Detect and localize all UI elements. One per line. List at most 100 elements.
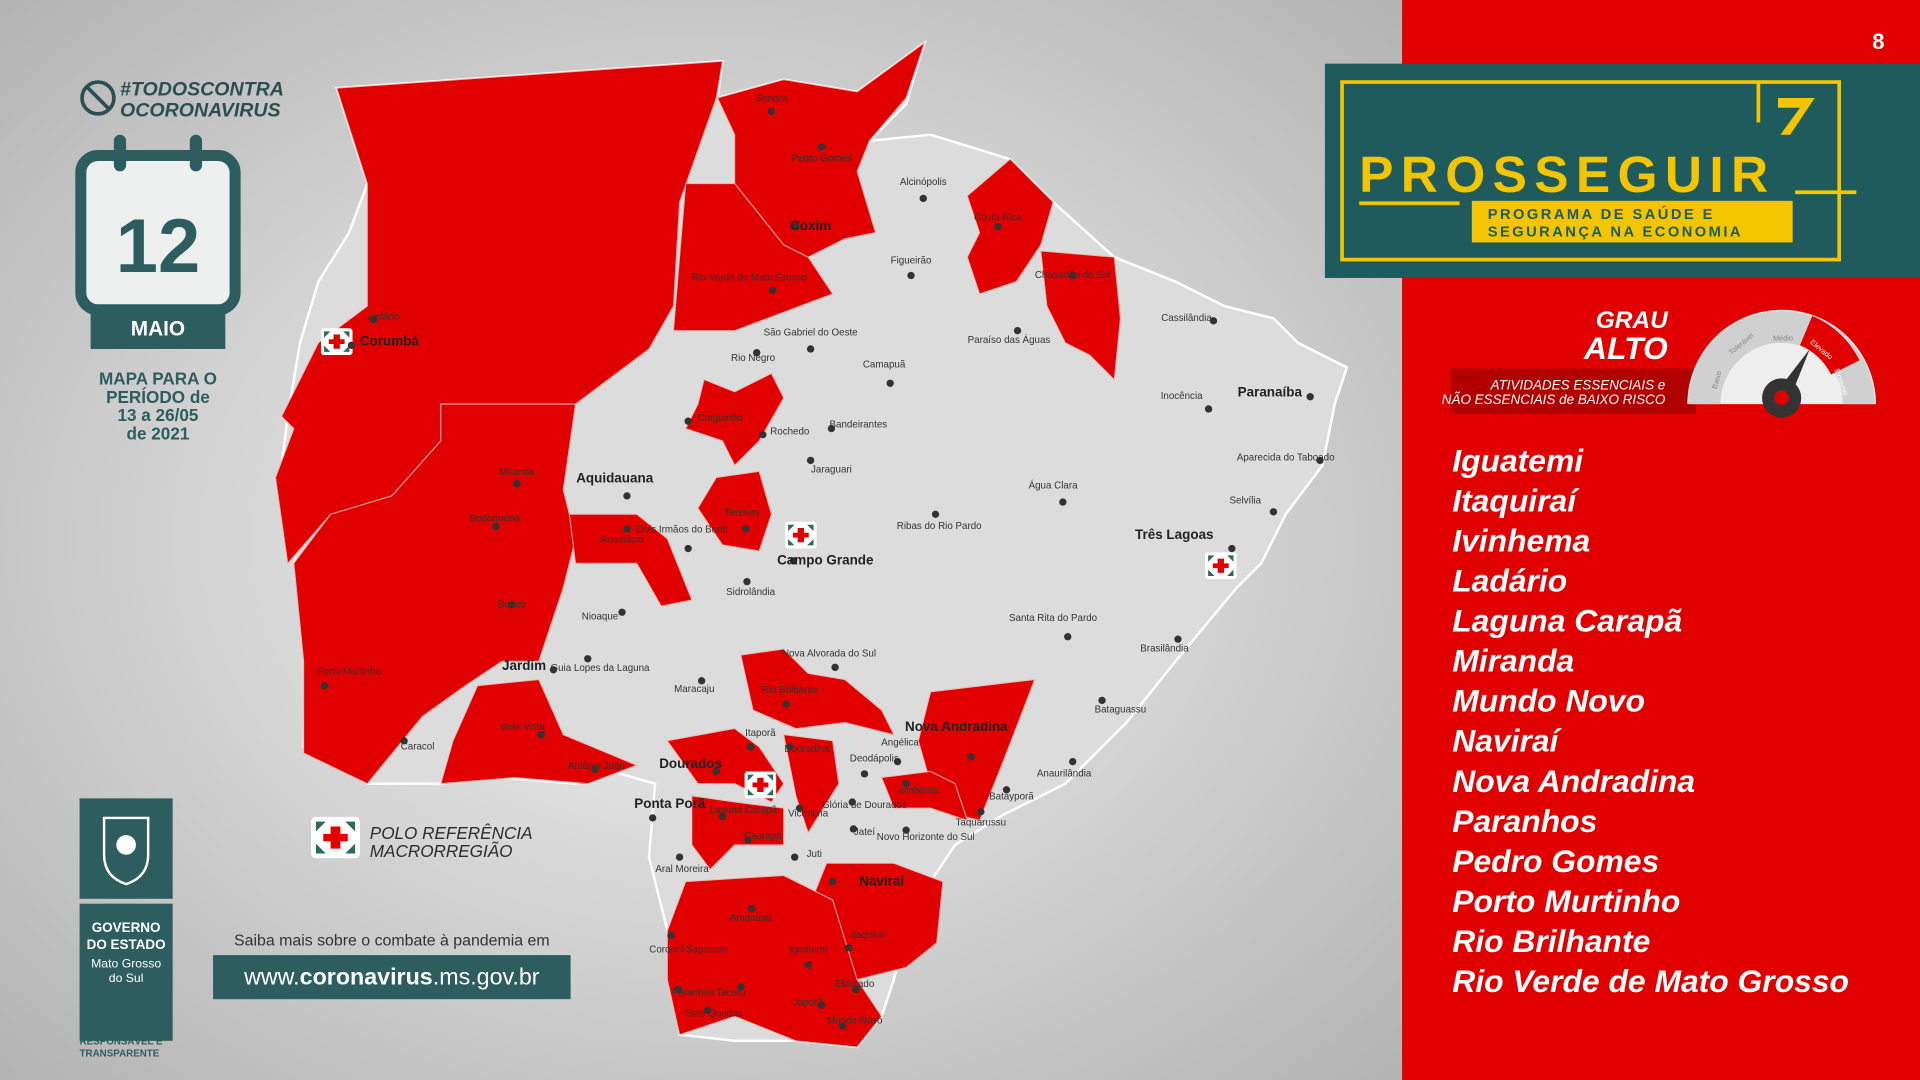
city-label: Rio Negro — [731, 353, 776, 364]
city-label: Alcinópolis — [900, 177, 947, 188]
gov-line: DO ESTADO — [87, 937, 166, 952]
city-dot — [827, 424, 836, 433]
program-subtitle: PROGRAMA DE SAÚDE E — [1488, 205, 1715, 223]
city-list-item: Ivinhema — [1452, 523, 1590, 559]
city-dot — [347, 341, 356, 349]
city-dot — [537, 731, 545, 739]
city-dot — [759, 431, 767, 439]
page-number: 8 — [1872, 29, 1884, 54]
city-label: Paraíso das Águas — [968, 335, 1051, 346]
city-label: Amambai — [730, 913, 771, 924]
city-label: Inocência — [1161, 391, 1203, 402]
hashtag-line: OCORONAVIRUS — [120, 99, 281, 121]
city-label: Corumbá — [360, 333, 420, 348]
activities-line: NÃO ESSENCIAIS de BAIXO RISCO — [1442, 392, 1666, 407]
level-label: GRAU — [1596, 307, 1669, 334]
period-line: de 2021 — [127, 424, 190, 444]
city-dot — [1316, 456, 1324, 465]
city-dot — [712, 767, 720, 776]
city-label: Aquidauana — [576, 470, 654, 485]
city-label: Santa Rita do Pardo — [1009, 613, 1098, 624]
region — [691, 795, 785, 871]
city-label: São Gabriel do Oeste — [764, 328, 858, 339]
city-dot — [792, 222, 800, 231]
period-line: 13 a 26/05 — [117, 405, 198, 425]
city-label: Mundo Novo — [827, 1016, 883, 1027]
gov-line: GOVERNO — [92, 920, 161, 935]
city-label: Ivinhema — [899, 785, 939, 796]
city-dot — [697, 677, 706, 685]
polo-marker — [1204, 552, 1237, 580]
city-label: Aral Moreira — [655, 864, 709, 875]
activities-line: ATIVIDADES ESSENCIAIS e — [1490, 377, 1666, 392]
city-dot — [704, 1006, 712, 1014]
city-label: Coxim — [790, 218, 831, 233]
city-list-item: Naviraí — [1452, 723, 1562, 759]
city-label: Brasilândia — [1140, 643, 1189, 654]
city-dot — [674, 985, 683, 994]
city-dot — [977, 808, 985, 816]
city-label: Jateí — [854, 827, 875, 838]
city-dot — [789, 557, 798, 565]
slogan-line: PRESENTE, — [80, 1024, 136, 1035]
city-label: Ladário — [367, 312, 400, 323]
city-label: Cassilândia — [1161, 313, 1212, 324]
city-dot — [804, 961, 812, 969]
date-day: 12 — [116, 204, 200, 289]
city-label: Angélica — [881, 738, 919, 749]
city-label: Anaurilândia — [1037, 768, 1092, 779]
city-dot — [549, 666, 558, 674]
city-dot — [782, 700, 790, 708]
slogan-line: GOVERNO — [80, 1012, 130, 1023]
city-dot — [753, 348, 761, 357]
city-dot — [508, 601, 516, 609]
city-dot — [623, 525, 631, 533]
city-dot — [1059, 498, 1067, 506]
city-dot — [967, 753, 975, 761]
region — [740, 648, 895, 736]
city-label: Corguinho — [697, 413, 743, 424]
city-label: Maracaju — [674, 684, 714, 695]
gauge-label: Médio — [1773, 333, 1793, 342]
region — [966, 158, 1054, 295]
legend-line: POLO REFERÊNCIA — [370, 823, 533, 843]
city-label: Bela Vista — [501, 722, 545, 733]
city-list-item: Nova Andradina — [1452, 763, 1695, 799]
gov-line: Mato Grosso — [91, 956, 161, 970]
program-box: PROSSEGUIR PROGRAMA DE SAÚDE E SEGURANÇA… — [1324, 63, 1920, 278]
city-dot — [902, 780, 910, 788]
city-label: Caarapó — [744, 831, 782, 842]
city-label: Selvília — [1230, 495, 1262, 506]
city-label: Paranhos — [672, 988, 714, 999]
city-label: Bataguassu — [1095, 705, 1147, 716]
city-dot — [744, 836, 752, 844]
city-label: Batayporã — [989, 792, 1034, 803]
city-dot — [400, 737, 408, 745]
city-label: Caracol — [401, 741, 435, 752]
city-dot — [886, 379, 894, 387]
region — [568, 513, 693, 607]
city-label: Juti — [807, 849, 822, 860]
calendar: 12 MAIO — [75, 134, 241, 349]
city-dot — [931, 510, 940, 518]
city-dot — [675, 853, 684, 861]
level-value: ALTO — [1583, 330, 1668, 366]
level: GRAU ALTO ATIVIDADES ESSENCIAIS e NÃO ES… — [1442, 307, 1876, 418]
city-dot — [369, 315, 378, 324]
city-label: Aparecida do Taboado — [1237, 452, 1335, 463]
city-label: Sidrolândia — [726, 587, 775, 598]
city-dot — [806, 456, 815, 465]
city-dot — [791, 853, 799, 861]
city-list-item: Miranda — [1452, 643, 1574, 679]
city-label: Rio Verde de Mato Grosso — [692, 272, 808, 283]
city-label: Campo Grande — [777, 552, 874, 567]
city-label: Iguatemi — [789, 945, 827, 956]
url-part: coronavirus — [300, 963, 433, 989]
city-dot — [1174, 635, 1182, 643]
city-list-item: Rio Brilhante — [1452, 923, 1650, 959]
region — [783, 734, 840, 834]
city-label: Jardim — [502, 658, 546, 673]
city-label: Camapuã — [863, 359, 906, 370]
city-label: Três Lagoas — [1135, 527, 1214, 542]
